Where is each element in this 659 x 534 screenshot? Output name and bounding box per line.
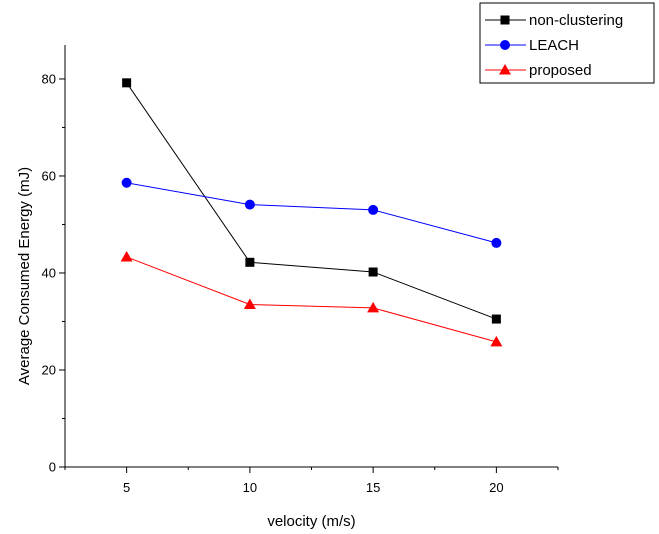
series (122, 78, 501, 324)
data-point (368, 204, 379, 215)
x-axis-label: velocity (m/s) (267, 513, 355, 530)
data-point (367, 301, 380, 313)
legend-item: LEACH (485, 37, 579, 54)
series-layer (120, 78, 503, 347)
series-line (126, 82, 497, 320)
data-point (490, 335, 503, 347)
x-tick-label: 15 (366, 480, 380, 495)
legend-marker (500, 15, 510, 25)
x-tick-label: 10 (243, 480, 257, 495)
data-point (120, 250, 133, 262)
legend: non-clustering LEACH proposed (479, 2, 655, 84)
x-ticks: 5 10 15 20 (64, 467, 559, 495)
legend-item: non-clustering (485, 12, 623, 29)
legend-item: proposed (485, 62, 592, 79)
series-line (126, 256, 497, 343)
legend-marker (499, 64, 511, 75)
y-tick-label: 20 (42, 362, 56, 377)
y-axis-label: Average Consumed Energy (mJ) (16, 167, 33, 385)
y-tick-label: 40 (42, 265, 56, 280)
y-tick-label: 60 (42, 168, 56, 183)
data-point (491, 237, 502, 248)
data-point (121, 177, 132, 188)
axes (64, 45, 558, 468)
data-point (243, 298, 256, 310)
x-tick-label: 20 (489, 480, 503, 495)
y-tick-label: 80 (42, 71, 56, 86)
legend-label: proposed (529, 62, 592, 79)
legend-label: non-clustering (529, 12, 623, 29)
data-point (245, 257, 255, 267)
data-point (244, 199, 255, 210)
y-tick-label: 0 (49, 460, 56, 475)
series (120, 250, 503, 347)
legend-marker (500, 40, 510, 50)
data-point (122, 78, 132, 88)
series-line (126, 182, 497, 244)
y-ticks: 0 20 40 60 80 (42, 71, 65, 475)
legend-label: LEACH (529, 37, 579, 54)
series (121, 177, 502, 248)
data-point (491, 314, 501, 324)
data-point (368, 267, 378, 277)
x-tick-label: 5 (123, 480, 130, 495)
